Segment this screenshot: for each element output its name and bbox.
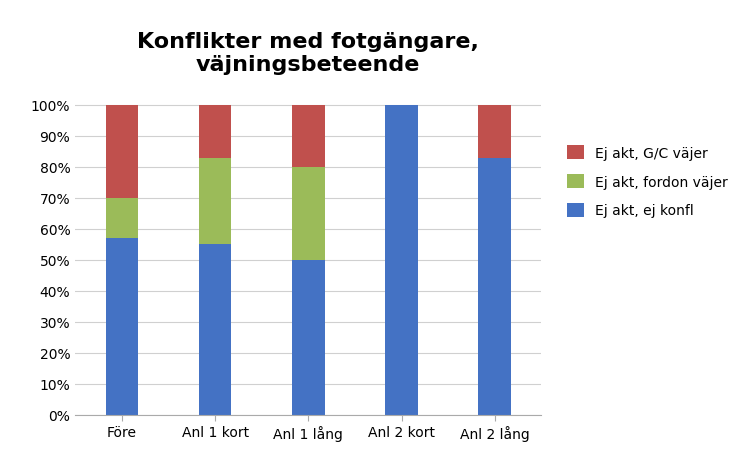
Bar: [199, 245, 232, 415]
Title: Konflikter med fotgängare,
väjningsbeteende: Konflikter med fotgängare, väjningsbetee…: [138, 32, 479, 75]
Bar: [478, 106, 511, 158]
Bar: [292, 260, 325, 415]
Bar: [292, 167, 325, 260]
Bar: [105, 198, 138, 239]
Legend: Ej akt, G/C väjer, Ej akt, fordon väjer, Ej akt, ej konfl: Ej akt, G/C väjer, Ej akt, fordon väjer,…: [567, 146, 728, 218]
Bar: [105, 106, 138, 198]
Bar: [385, 106, 418, 415]
Bar: [199, 106, 232, 158]
Bar: [478, 158, 511, 415]
Bar: [105, 239, 138, 415]
Bar: [292, 106, 325, 167]
Bar: [199, 158, 232, 245]
